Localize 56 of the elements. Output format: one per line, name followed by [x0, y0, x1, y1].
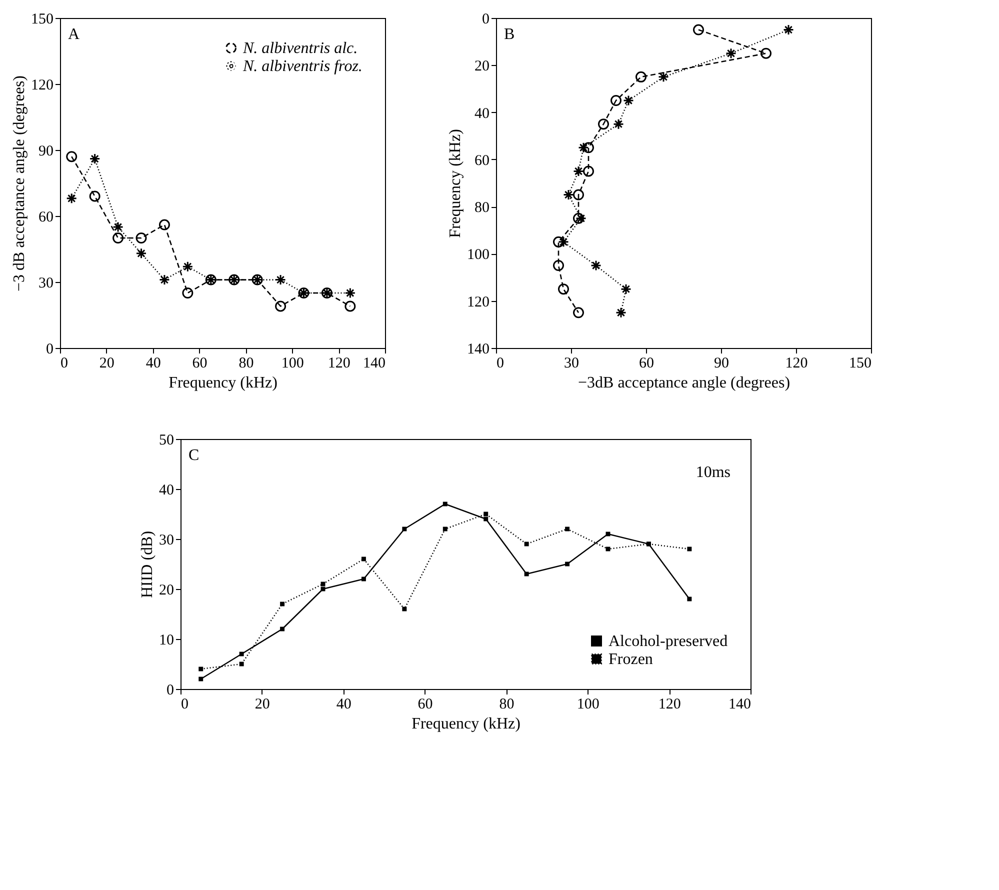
- y-tick-label: 60: [474, 152, 490, 169]
- legend-label: N. albiventris alc.: [242, 40, 358, 57]
- y-tick-label: 100: [467, 247, 490, 264]
- y-axis-title: −3 dB acceptance angle (degrees): [11, 75, 28, 292]
- x-tick-label: 30: [564, 356, 579, 372]
- x-tick-label: 60: [192, 356, 208, 372]
- y-tick-label: 120: [31, 78, 54, 94]
- x-tick-label: 140: [363, 356, 386, 372]
- x-axis-title: −3dB acceptance angle (degrees): [578, 374, 790, 392]
- x-tick-label: 140: [728, 696, 751, 712]
- annotation: B: [504, 26, 515, 43]
- x-tick-label: 0: [181, 696, 188, 712]
- y-tick-label: 30: [38, 276, 54, 292]
- x-tick-label: 0: [496, 356, 504, 372]
- y-tick-label: 90: [38, 144, 54, 160]
- y-tick-label: 40: [474, 106, 490, 122]
- y-axis-title: HIID (dB): [139, 530, 156, 598]
- x-axis-title: Frequency (kHz): [412, 716, 520, 732]
- x-axis-title: Frequency (kHz): [168, 374, 278, 392]
- y-tick-label: 0: [46, 342, 54, 358]
- y-axis-title: Frequency (kHz): [447, 129, 464, 238]
- y-tick-label: 30: [159, 532, 174, 548]
- x-tick-label: 100: [576, 696, 600, 712]
- y-tick-label: 60: [38, 210, 54, 226]
- x-tick-label: 80: [238, 356, 254, 372]
- x-tick-label: 120: [328, 356, 350, 372]
- legend-label: Alcohol-preserved: [608, 633, 728, 650]
- legend-label: N. albiventris froz.: [242, 58, 362, 75]
- annotation: C: [188, 447, 200, 464]
- annotation: A: [68, 26, 80, 43]
- y-tick-label: 10: [159, 632, 174, 648]
- x-tick-label: 60: [418, 696, 433, 712]
- y-tick-label: 140: [467, 342, 490, 358]
- x-tick-label: 0: [60, 356, 68, 372]
- x-tick-label: 60: [639, 356, 654, 372]
- y-tick-label: 50: [159, 432, 174, 448]
- x-tick-label: 150: [849, 356, 872, 372]
- x-tick-label: 100: [281, 356, 304, 372]
- annotation: 10ms: [696, 464, 730, 481]
- x-tick-label: 20: [254, 696, 270, 712]
- y-tick-label: 80: [474, 200, 490, 216]
- legend-label: Frozen: [608, 651, 653, 668]
- y-tick-label: 20: [159, 582, 174, 598]
- y-tick-label: 0: [482, 12, 490, 28]
- y-tick-label: 150: [31, 12, 54, 28]
- x-tick-label: 120: [785, 356, 808, 372]
- x-tick-label: 80: [499, 696, 514, 712]
- y-tick-label: 40: [159, 482, 174, 498]
- y-tick-label: 120: [467, 294, 490, 310]
- x-tick-label: 40: [336, 696, 352, 712]
- y-tick-label: 20: [474, 58, 490, 75]
- y-tick-label: 0: [166, 682, 174, 698]
- x-tick-label: 120: [658, 696, 681, 712]
- x-tick-label: 20: [99, 356, 114, 372]
- x-tick-label: 90: [714, 356, 729, 372]
- x-tick-label: 40: [146, 356, 161, 372]
